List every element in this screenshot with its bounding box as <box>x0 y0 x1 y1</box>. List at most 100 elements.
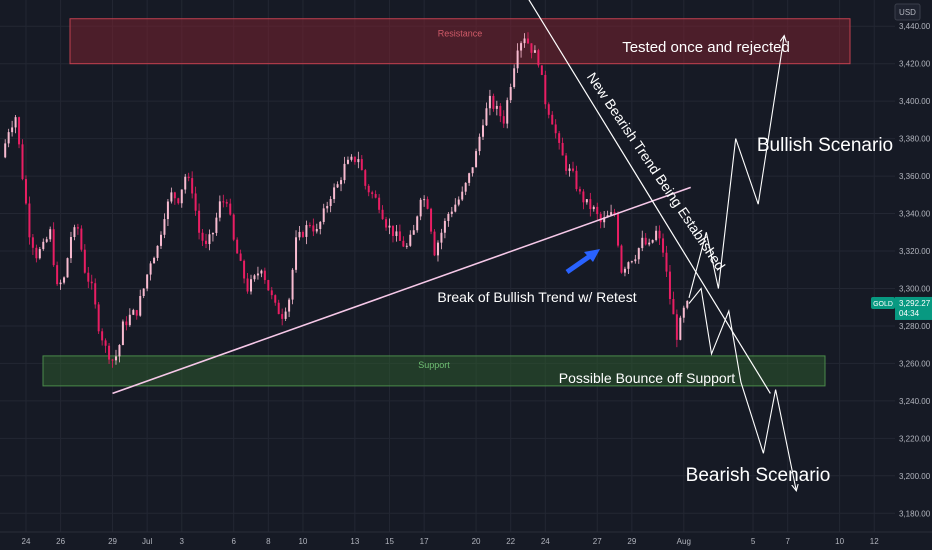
price-candles <box>4 32 689 368</box>
candle-body <box>128 314 131 326</box>
last-price-tag <box>895 296 932 320</box>
x-tick-label: Jul <box>142 537 152 546</box>
candle-body <box>492 95 495 109</box>
candle-body <box>495 105 498 109</box>
y-tick-label: 3,260.00 <box>899 359 931 368</box>
candle-body <box>655 230 658 240</box>
candle-body <box>166 201 169 220</box>
candle-body <box>142 288 145 297</box>
candle-body <box>218 201 221 218</box>
candle-body <box>87 272 90 282</box>
x-tick-label: 15 <box>385 537 394 546</box>
candle-body <box>436 242 439 256</box>
candle-body <box>121 321 124 346</box>
candle-body <box>114 356 117 361</box>
candle-body <box>565 155 568 171</box>
candle-body <box>108 345 111 360</box>
candle-body <box>76 227 79 229</box>
candle-body <box>610 212 613 216</box>
x-tick-label: 24 <box>541 537 550 546</box>
candle-body <box>191 178 194 194</box>
x-tick-label: 29 <box>108 537 117 546</box>
currency-button[interactable] <box>894 3 921 21</box>
candle-body <box>256 273 259 276</box>
candle-body <box>208 234 211 245</box>
candle-body <box>153 257 156 264</box>
candle-body <box>156 245 159 258</box>
x-tick-label: 10 <box>835 537 844 546</box>
candle-body <box>582 191 585 203</box>
candle-body <box>239 253 242 261</box>
y-tick-label: 3,220.00 <box>899 434 931 443</box>
candle-body <box>568 168 571 171</box>
candle-body <box>291 269 294 300</box>
candle-body <box>592 206 595 210</box>
candle-body <box>520 43 523 51</box>
candle-body <box>319 221 322 230</box>
candle-body <box>298 231 301 238</box>
x-tick-label: 13 <box>350 537 359 546</box>
candle-body <box>232 214 235 240</box>
candle-body <box>56 265 59 285</box>
candle-body <box>360 159 363 171</box>
annotation-tested-rejected: Tested once and rejected <box>622 39 790 56</box>
candle-body <box>461 191 464 200</box>
candle-body <box>14 117 17 128</box>
candle-body <box>544 74 547 105</box>
candle-body <box>419 199 422 217</box>
candle-body <box>4 143 7 158</box>
candle-body <box>222 201 225 203</box>
candle-body <box>516 50 519 69</box>
candle-body <box>637 248 640 260</box>
candle-body <box>350 156 353 160</box>
candle-body <box>367 185 370 193</box>
candle-body <box>630 261 633 263</box>
y-tick-label: 3,440.00 <box>899 22 931 31</box>
x-tick-label: 10 <box>298 537 307 546</box>
candle-body <box>471 167 474 174</box>
candle-body <box>170 192 173 202</box>
symbol-label: GOLD <box>873 301 893 308</box>
candle-body <box>270 290 273 296</box>
candle-body <box>385 219 388 228</box>
candle-body <box>398 231 401 241</box>
candle-body <box>634 259 637 262</box>
candle-body <box>620 245 623 273</box>
candle-body <box>274 295 277 303</box>
candle-body <box>38 249 41 259</box>
bearish-trendline <box>528 0 771 394</box>
candle-body <box>675 314 678 340</box>
candle-body <box>173 192 176 199</box>
candle-body <box>180 189 183 204</box>
x-tick-label: 24 <box>22 537 31 546</box>
candle-body <box>125 321 128 326</box>
candle-body <box>627 262 630 269</box>
candle-body <box>281 314 284 319</box>
candle-body <box>374 194 377 198</box>
candle-body <box>423 199 426 201</box>
y-tick-label: 3,380.00 <box>899 135 931 144</box>
time-axis[interactable]: 24 26 29 Jul 3 6 8 10 13 15 17 20 22 24 27 29 Aug 5 7 10 12 <box>0 531 932 550</box>
candle-body <box>177 198 180 204</box>
y-tick-label: 3,280.00 <box>899 322 931 331</box>
x-tick-label: 20 <box>472 537 481 546</box>
candle-body <box>499 105 502 117</box>
price-axis-bg <box>895 0 932 550</box>
candle-body <box>426 199 429 209</box>
candle-body <box>381 209 384 220</box>
candle-body <box>243 260 246 279</box>
candle-body <box>295 237 298 270</box>
candle-body <box>31 237 34 248</box>
candle-body <box>599 214 602 223</box>
y-tick-label: 3,320.00 <box>899 247 931 256</box>
candle-body <box>277 302 280 315</box>
price-axis[interactable]: 3,180.00 3,200.00 3,220.00 3,240.00 3,260.00… <box>871 0 932 550</box>
candle-body <box>343 163 346 181</box>
candle-body <box>322 208 325 222</box>
x-tick-label: 29 <box>627 537 636 546</box>
candle-body <box>454 204 457 212</box>
candle-body <box>101 331 104 341</box>
candle-body <box>225 202 228 204</box>
candle-body <box>523 38 526 44</box>
candle-body <box>658 230 661 239</box>
